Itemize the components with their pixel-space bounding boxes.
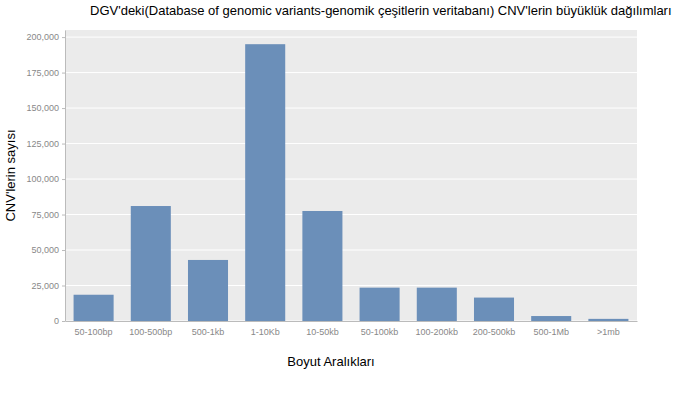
- chart: 0 25,000 50,000 75,000 100,000 125,000 150,000…: [0, 0, 685, 400]
- x-tick: 100-200kb: [416, 327, 459, 337]
- bar: [531, 316, 571, 321]
- y-tick: 50,000: [31, 245, 65, 255]
- x-tick-label: 50-100bp: [75, 327, 113, 337]
- bar: [131, 206, 171, 321]
- y-tick-label: 125,000: [26, 139, 59, 149]
- x-tick-label: 10-50kb: [306, 327, 339, 337]
- grid: [65, 37, 637, 321]
- y-tick-mark: [62, 73, 65, 74]
- x-tick-label: 50-100kb: [361, 327, 399, 337]
- y-tick-mark: [62, 215, 65, 216]
- y-axis-title: CNV'lerin sayısı: [3, 129, 18, 221]
- y-tick-label: 150,000: [26, 103, 59, 113]
- x-tick: 10-50kb: [306, 327, 339, 337]
- x-tick-label: 1-10Kb: [251, 327, 280, 337]
- x-tick-label: >1mb: [597, 327, 620, 337]
- y-tick-label: 25,000: [31, 281, 59, 291]
- plot-background: [65, 30, 637, 321]
- y-tick-label: 100,000: [26, 174, 59, 184]
- y-tick-mark: [62, 144, 65, 145]
- x-tick: 1-10Kb: [251, 327, 280, 337]
- y-tick: 200,000: [26, 32, 65, 42]
- x-axis-line: [66, 321, 638, 322]
- y-tick-mark: [62, 321, 65, 322]
- x-tick: 500-1Mb: [533, 327, 569, 337]
- bar: [302, 211, 342, 321]
- grid-line: [65, 143, 637, 144]
- y-axis: 0 25,000 50,000 75,000 100,000 125,000 150,000…: [26, 31, 65, 327]
- bar: [588, 319, 628, 321]
- x-tick-label: 500-1Mb: [533, 327, 569, 337]
- grid-line: [65, 72, 637, 73]
- y-tick: 75,000: [31, 210, 65, 220]
- y-tick-mark: [62, 37, 65, 38]
- bar: [417, 288, 457, 321]
- y-tick: 100,000: [26, 174, 65, 184]
- bar: [245, 44, 285, 321]
- x-tick-label: 500-1kb: [192, 327, 225, 337]
- y-tick: 150,000: [26, 103, 65, 113]
- y-tick-mark: [62, 250, 65, 251]
- x-tick-label: 200-500kb: [473, 327, 516, 337]
- y-tick-label: 200,000: [26, 32, 59, 42]
- grid-line: [65, 37, 637, 38]
- x-tick-label: 100-200kb: [416, 327, 459, 337]
- y-tick-label: 75,000: [31, 210, 59, 220]
- x-axis-title: Boyut Aralıkları: [287, 354, 374, 369]
- bar: [188, 260, 228, 321]
- y-tick-mark: [62, 179, 65, 180]
- y-axis-line: [65, 31, 66, 322]
- bar: [474, 298, 514, 321]
- y-tick-label: 50,000: [31, 245, 59, 255]
- x-tick: 500-1kb: [192, 327, 225, 337]
- x-tick: 100-500bp: [129, 327, 172, 337]
- y-tick: 25,000: [31, 281, 65, 291]
- y-tick-label: 175,000: [26, 68, 59, 78]
- y-tick: 0: [54, 316, 65, 326]
- grid-line: [65, 108, 637, 109]
- y-tick-mark: [62, 286, 65, 287]
- x-tick: 200-500kb: [473, 327, 516, 337]
- x-tick: 50-100kb: [361, 327, 399, 337]
- grid-line: [65, 179, 637, 180]
- y-tick-label: 0: [54, 316, 59, 326]
- bar: [360, 288, 400, 321]
- y-tick: 175,000: [26, 68, 65, 78]
- x-tick: >1mb: [597, 327, 620, 337]
- x-tick-label: 100-500bp: [129, 327, 172, 337]
- bars: [74, 44, 629, 321]
- y-tick-mark: [62, 108, 65, 109]
- y-tick: 125,000: [26, 139, 65, 149]
- bar: [74, 295, 114, 321]
- title: DGV'deki(Database of genomic variants-ge…: [90, 3, 672, 18]
- x-tick: 50-100bp: [75, 327, 113, 337]
- x-axis: 50-100bp 100-500bp 500-1kb 1-10Kb 10-50kb 50-…: [66, 322, 638, 338]
